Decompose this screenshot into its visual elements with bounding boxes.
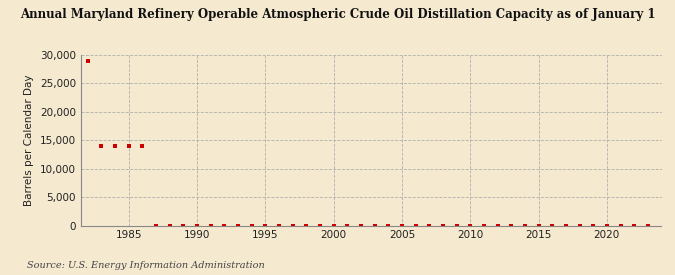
Y-axis label: Barrels per Calendar Day: Barrels per Calendar Day [24,75,34,206]
Text: Source: U.S. Energy Information Administration: Source: U.S. Energy Information Administ… [27,260,265,270]
Text: Annual Maryland Refinery Operable Atmospheric Crude Oil Distillation Capacity as: Annual Maryland Refinery Operable Atmosp… [20,8,655,21]
